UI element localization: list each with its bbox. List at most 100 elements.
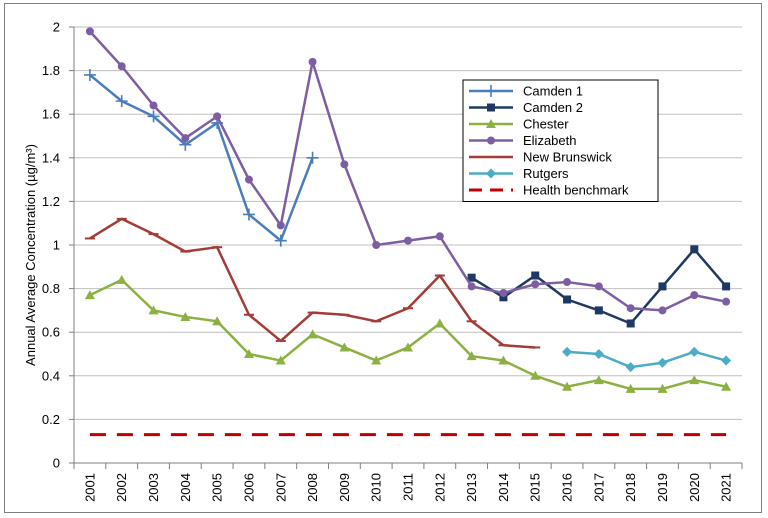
legend-item: Health benchmark [469, 183, 629, 198]
series-chester [84, 274, 732, 393]
data-point [486, 119, 496, 128]
data-point [116, 274, 127, 284]
data-point [689, 346, 700, 357]
data-point [83, 68, 96, 81]
data-point [689, 375, 700, 385]
x-tick-label: 2014 [496, 473, 511, 502]
legend-label: New Brunswick [523, 150, 612, 165]
data-point [404, 236, 412, 245]
y-tick-label: 1.8 [42, 63, 60, 78]
x-tick-label: 2010 [369, 473, 384, 502]
series-line [566, 350, 727, 369]
data-point [499, 288, 508, 297]
data-point [531, 280, 540, 289]
data-point [498, 355, 509, 365]
legend-item: Camden 1 [469, 84, 583, 99]
y-tick-label: 1.2 [42, 194, 60, 209]
x-tick-label: 2021 [719, 473, 734, 502]
data-point [403, 342, 413, 352]
legend-item: Elizabeth [469, 133, 576, 148]
x-tick-label: 2017 [591, 473, 606, 502]
x-tick-label: 2018 [623, 473, 638, 502]
data-point [276, 221, 285, 230]
data-point [275, 355, 286, 365]
data-point [147, 110, 160, 123]
series-rutgers [562, 346, 732, 373]
data-point [486, 168, 496, 179]
y-tick-label: 1.4 [42, 150, 60, 165]
legend-item: Rutgers [469, 166, 569, 181]
data-point [467, 273, 476, 282]
x-tick-label: 2001 [82, 473, 97, 502]
data-point [435, 232, 444, 241]
gridlines [74, 26, 742, 420]
data-point [307, 329, 318, 339]
data-point [371, 355, 382, 365]
x-tick-label: 2015 [528, 473, 543, 502]
data-point [242, 208, 255, 221]
data-point [487, 103, 495, 112]
series-group [83, 27, 732, 437]
data-point [625, 383, 636, 393]
y-tick-label: 0.8 [42, 281, 60, 296]
x-tick-label: 2005 [210, 473, 225, 502]
x-tick-label: 2002 [114, 473, 129, 502]
y-axis-label: Annual Average Concentration (µg/m³) [23, 144, 38, 366]
x-tick-label: 2009 [337, 473, 352, 502]
y-tick-label: 0.2 [42, 412, 60, 427]
data-point [244, 175, 253, 184]
x-axis-ticks: 2001 2002 2003 2004 2005 2006 2007 2008 2009 2010… [82, 473, 733, 502]
x-tick-label: 2007 [273, 473, 288, 502]
series-line [89, 278, 727, 391]
x-tick-label: 2006 [241, 473, 256, 502]
y-tick-label: 1 [53, 238, 60, 253]
legend-label: Health benchmark [523, 183, 629, 198]
data-point [626, 304, 635, 313]
data-point [212, 316, 223, 326]
data-point [594, 306, 603, 315]
x-tick-label: 2008 [305, 473, 320, 502]
data-point [85, 27, 94, 36]
data-point [593, 349, 604, 359]
series-elizabeth [85, 27, 731, 315]
data-point [115, 95, 128, 108]
legend-item: New Brunswick [469, 150, 612, 165]
data-point [658, 282, 667, 291]
series-line [89, 73, 314, 242]
data-point [340, 160, 349, 169]
data-point [487, 136, 495, 145]
x-tick-label: 2004 [178, 473, 193, 502]
y-tick-label: 0.6 [42, 325, 60, 340]
data-point [308, 57, 317, 66]
legend-label: Chester [523, 117, 569, 132]
x-tick-label: 2013 [464, 473, 479, 502]
legend-item: Camden 2 [469, 100, 583, 115]
data-point [562, 381, 573, 391]
data-point [306, 151, 319, 164]
data-point [562, 346, 573, 357]
data-point [434, 318, 445, 328]
legend-label: Rutgers [523, 166, 569, 181]
data-point [563, 278, 572, 287]
data-point [626, 319, 635, 328]
y-tick-label: 1.6 [42, 107, 60, 122]
axes [69, 26, 743, 469]
data-point [243, 349, 254, 358]
legend-label: Camden 1 [523, 84, 583, 99]
legend-label: Camden 2 [523, 100, 583, 115]
data-point [657, 357, 668, 368]
data-point [148, 305, 159, 315]
data-point [485, 85, 497, 97]
data-point [84, 290, 95, 300]
data-point [117, 62, 126, 71]
x-tick-label: 2011 [401, 473, 416, 501]
x-tick-label: 2012 [432, 473, 447, 502]
data-point [467, 282, 476, 291]
data-point [213, 112, 222, 121]
data-point [658, 306, 667, 315]
legend-label: Elizabeth [523, 133, 576, 148]
data-point [181, 134, 190, 143]
data-point [531, 271, 540, 280]
data-point [721, 381, 732, 391]
